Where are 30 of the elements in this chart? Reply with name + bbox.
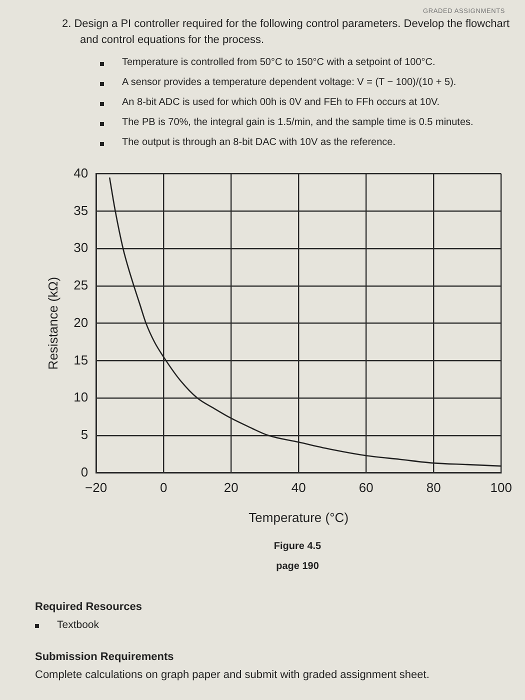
text: Submission Requirements [35,651,174,663]
text: The PB is 70%, the integral gain is 1.5/min, and the sample time is 0.5 minutes. [122,117,474,128]
y-axis-title: Resistance (kΩ) [45,276,60,370]
y-tick-label: 5 [80,427,88,442]
x-tick-label: −20 [85,480,108,496]
y-tick-label: 0 [80,464,88,480]
text: A sensor provides a temperature dependent voltage: V = (T − 100)/(10 + 5). [122,77,456,88]
text: Temperature is controlled from 50°C to 150°C with a setpoint of 100°C. [122,57,436,68]
chart-title: 2. Design a PI controller required for the following control parameters. Develop the flowchart and control equations for the process. [62,18,510,46]
caption: Figure 4.5 [274,541,322,552]
x-tick-label: 20 [224,480,238,496]
x-tick-label: 80 [426,480,441,496]
y-tick-label: 10 [74,390,88,405]
text: Required Resources [35,601,142,613]
x-tick-label: 100 [490,480,512,496]
y-tick-label: 40 [74,165,88,180]
text: The output is through an 8-bit DAC with 10V as the reference. [122,137,396,148]
y-tick-label: 15 [74,352,88,368]
x-axis-title: Temperature (°C) [248,510,349,525]
y-tick-label: 30 [74,240,88,256]
text: Textbook [57,619,100,631]
text: Complete calculations on graph paper and submit with graded assignment sheet. [35,669,430,681]
y-tick-label: 20 [74,314,88,330]
y-tick-label: 35 [74,202,88,218]
text: page 190 [276,561,319,572]
y-tick-label: 25 [74,278,88,293]
x-tick-label: 60 [358,480,374,496]
text: An 8-bit ADC is used for which 00h is 0V and FEh to FFh occurs at 10V. [122,97,440,108]
x-tick-label: 40 [291,480,306,496]
x-tick-label: 0 [160,480,168,496]
